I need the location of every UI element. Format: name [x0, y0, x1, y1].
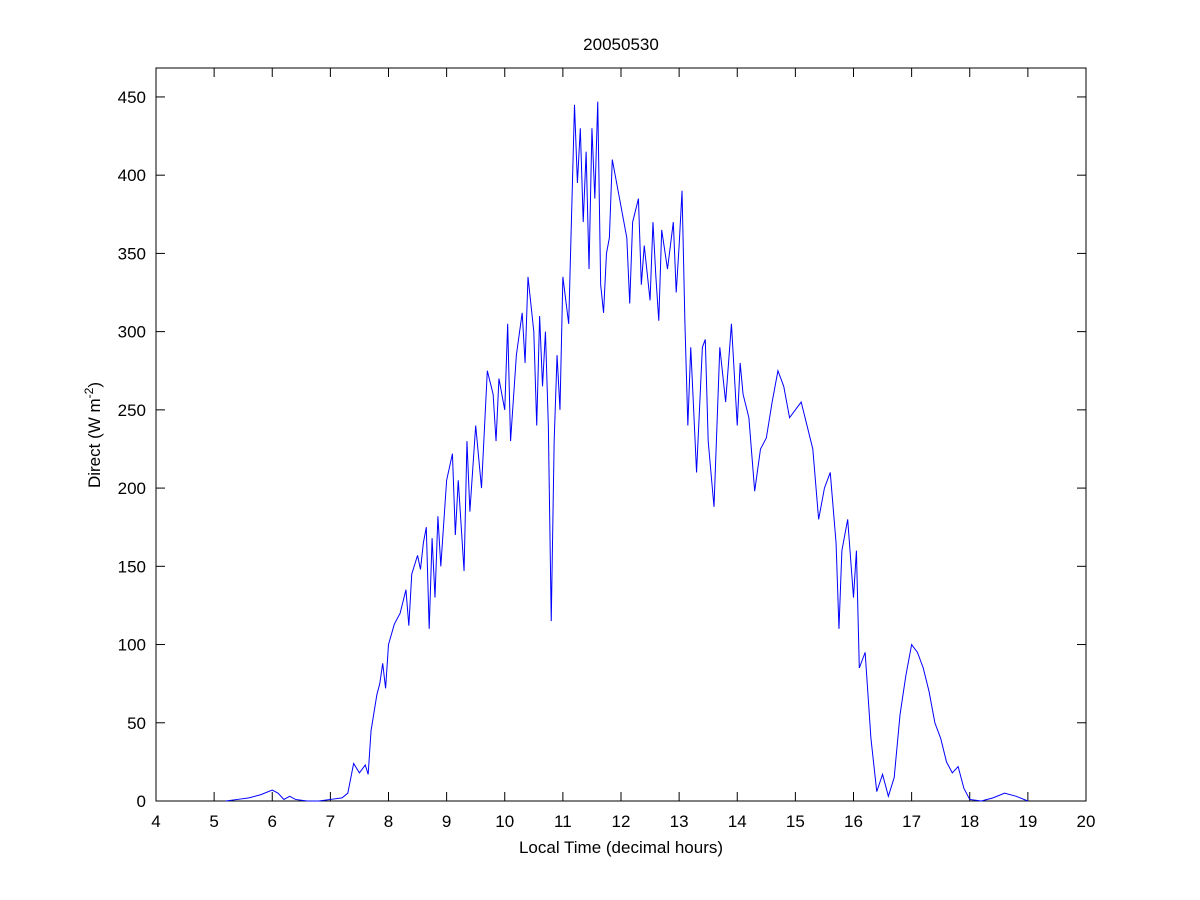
y-tick-label: 400	[118, 166, 146, 185]
y-tick-label: 200	[118, 479, 146, 498]
x-tick-label: 16	[844, 812, 863, 831]
y-axis-label: Direct (W m-2)	[82, 382, 104, 488]
x-tick-label: 9	[442, 812, 451, 831]
x-tick-label: 17	[902, 812, 921, 831]
y-tick-label: 150	[118, 557, 146, 576]
x-tick-label: 13	[670, 812, 689, 831]
data-line	[225, 101, 1029, 802]
y-tick-label: 100	[118, 636, 146, 655]
y-tick-label: 50	[127, 714, 146, 733]
x-tick-label: 11	[554, 812, 572, 831]
x-tick-label: 20	[1077, 812, 1096, 831]
x-tick-label: 14	[728, 812, 747, 831]
x-tick-label: 7	[326, 812, 335, 831]
x-tick-label: 4	[151, 812, 160, 831]
y-label-end: )	[85, 382, 104, 388]
x-tick-label: 10	[495, 812, 514, 831]
x-axis-label: Local Time (decimal hours)	[519, 838, 723, 857]
y-tick-label: 250	[118, 401, 146, 420]
x-tick-label: 19	[1018, 812, 1037, 831]
x-tick-label: 5	[209, 812, 218, 831]
x-tick-label: 12	[612, 812, 631, 831]
y-label-text: Direct (W m	[85, 398, 104, 488]
y-tick-label: 300	[118, 323, 146, 342]
y-tick-label: 450	[118, 88, 146, 107]
y-tick-label: 350	[118, 244, 146, 263]
chart-title: 20050530	[583, 35, 659, 54]
y-tick-label: 0	[137, 792, 146, 811]
x-tick-label: 6	[268, 812, 277, 831]
y-label-sup: -2	[82, 387, 96, 398]
x-tick-label: 15	[786, 812, 805, 831]
x-tick-label: 18	[960, 812, 979, 831]
x-tick-label: 8	[384, 812, 393, 831]
